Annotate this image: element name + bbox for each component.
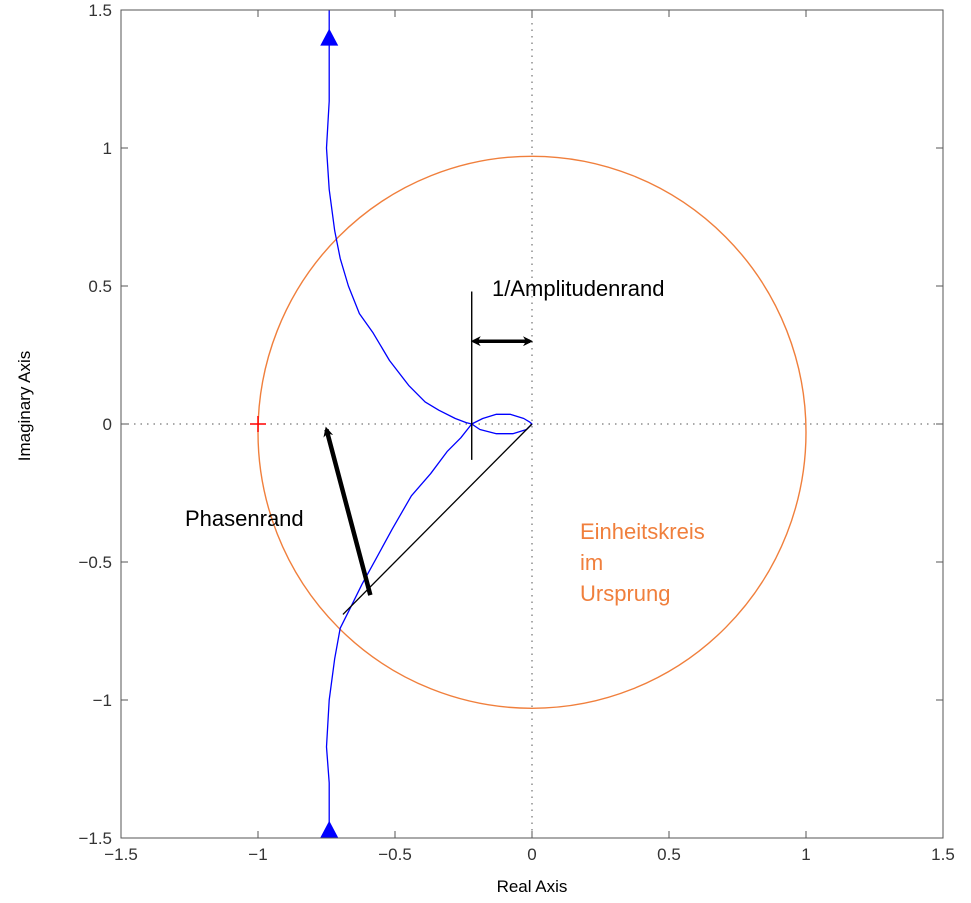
phase-margin-label: Phasenrand [185, 506, 304, 531]
nyquist-curve [325, 10, 533, 838]
y-tick-label: −1.5 [78, 829, 112, 848]
unit-circle-label-line-1: Einheitskreis [580, 519, 705, 544]
direction-arrow-marker [320, 28, 339, 46]
x-tick-label: 0 [527, 845, 536, 864]
x-tick-label: −1.5 [104, 845, 138, 864]
x-tick-label: 1.5 [931, 845, 955, 864]
y-tick-label: 0 [103, 415, 112, 434]
phase-margin-radius-line [342, 423, 533, 615]
direction-arrow-marker [320, 820, 339, 838]
x-tick-label: −1 [248, 845, 267, 864]
y-tick-label: −1 [93, 691, 112, 710]
unit-circle-label-line-3: Ursprung [580, 581, 670, 606]
y-axis-label: Imaginary Axis [15, 351, 34, 462]
y-tick-label: 1 [103, 139, 112, 158]
x-axis-label: Real Axis [497, 877, 568, 896]
unit-circle-label-line-2: im [580, 550, 603, 575]
x-tick-label: −0.5 [378, 845, 412, 864]
y-tick-label: −0.5 [78, 553, 112, 572]
phase-margin-arrow [323, 426, 373, 596]
y-tick-label: 0.5 [88, 277, 112, 296]
x-tick-label: 0.5 [657, 845, 681, 864]
axes-layer: −1.5 −1 −0.5 0 0.5 1 1.5 −1.5 −1 −0.5 0 0.5 1 1.5 [78, 1, 954, 864]
unit-circle [257, 155, 807, 709]
x-tick-label: 1 [801, 845, 810, 864]
gain-margin-label: 1/Amplitudenrand [492, 276, 664, 301]
annotation-layer [323, 291, 533, 615]
series-layer [250, 10, 807, 838]
text-layer: Real Axis Imaginary Axis 1/Amplitudenran… [15, 276, 705, 896]
y-tick-label: 1.5 [88, 1, 112, 20]
